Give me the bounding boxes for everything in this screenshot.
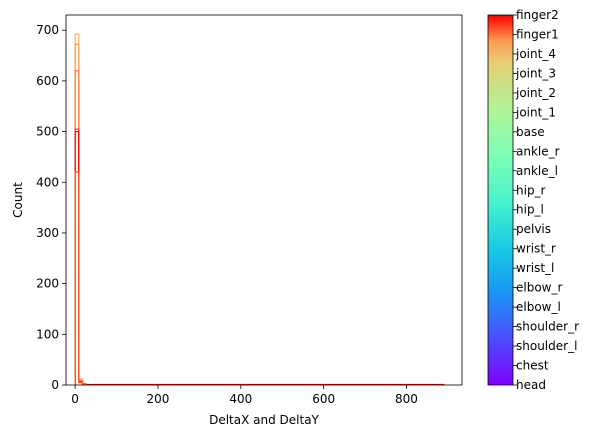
colorbar-label-elbow_l: elbow_l [516, 300, 561, 314]
y-axis-label: Count [11, 182, 25, 218]
colorbar-label-shoulder_l: shoulder_l [516, 339, 577, 353]
colorbar-label-shoulder_r: shoulder_r [516, 320, 579, 334]
colorbar-label-finger2: finger2 [516, 8, 559, 22]
x-tick-label: 200 [147, 392, 170, 406]
y-tick-label: 500 [36, 125, 59, 139]
histogram-series-joint_4 [74, 171, 87, 385]
colorbar-label-base: base [516, 125, 545, 139]
histogram-bars [74, 33, 445, 385]
x-tick-label: 600 [312, 392, 335, 406]
y-tick-label: 700 [36, 23, 59, 37]
colorbar-label-joint_1: joint_1 [515, 105, 556, 119]
plot-frame [65, 14, 463, 386]
y-tick-label: 200 [36, 277, 59, 291]
histogram-series-joint_2 [74, 43, 87, 385]
x-axis-label: DeltaX and DeltaY [209, 413, 319, 427]
y-tick-label: 400 [36, 175, 59, 189]
colorbar-labels: head chest shoulder_l shoulder_r elbow_l elbo… [513, 8, 579, 392]
histogram-series-joint_1 [74, 33, 87, 385]
y-tick-label: 0 [51, 378, 59, 392]
colorbar-label-ankle_r: ankle_r [516, 144, 560, 158]
histogram-series-finger1 [74, 128, 87, 385]
y-tick-label: 100 [36, 327, 59, 341]
colorbar-label-joint_4: joint_4 [515, 47, 556, 61]
histogram-series-finger2 [74, 130, 445, 385]
colorbar-label-joint_2: joint_2 [515, 86, 556, 100]
x-tick-label: 800 [395, 392, 418, 406]
histogram-series-joint_3 [74, 70, 87, 385]
colorbar-label-joint_3: joint_3 [515, 66, 556, 80]
colorbar-label-chest: chest [516, 359, 549, 373]
y-tick-label: 600 [36, 74, 59, 88]
colorbar-label-hip_r: hip_r [516, 183, 546, 197]
colorbar-label-ankle_l: ankle_l [516, 164, 558, 178]
x-tick-label: 400 [229, 392, 252, 406]
colorbar [488, 15, 513, 385]
colorbar-frame [487, 14, 514, 386]
colorbar-label-wrist_l: wrist_l [516, 261, 554, 275]
colorbar-label-finger1: finger1 [516, 27, 559, 41]
colorbar-label-elbow_r: elbow_r [516, 281, 562, 295]
y-axis: 0 100 200 300 400 500 600 700 [36, 23, 66, 392]
x-axis: 0 200 400 600 800 [71, 385, 418, 406]
colorbar-label-hip_l: hip_l [516, 203, 544, 217]
colorbar-label-wrist_r: wrist_r [516, 242, 556, 256]
x-tick-label: 0 [71, 392, 79, 406]
colorbar-label-head: head [516, 378, 546, 392]
y-tick-label: 300 [36, 226, 59, 240]
colorbar-label-pelvis: pelvis [516, 222, 551, 236]
